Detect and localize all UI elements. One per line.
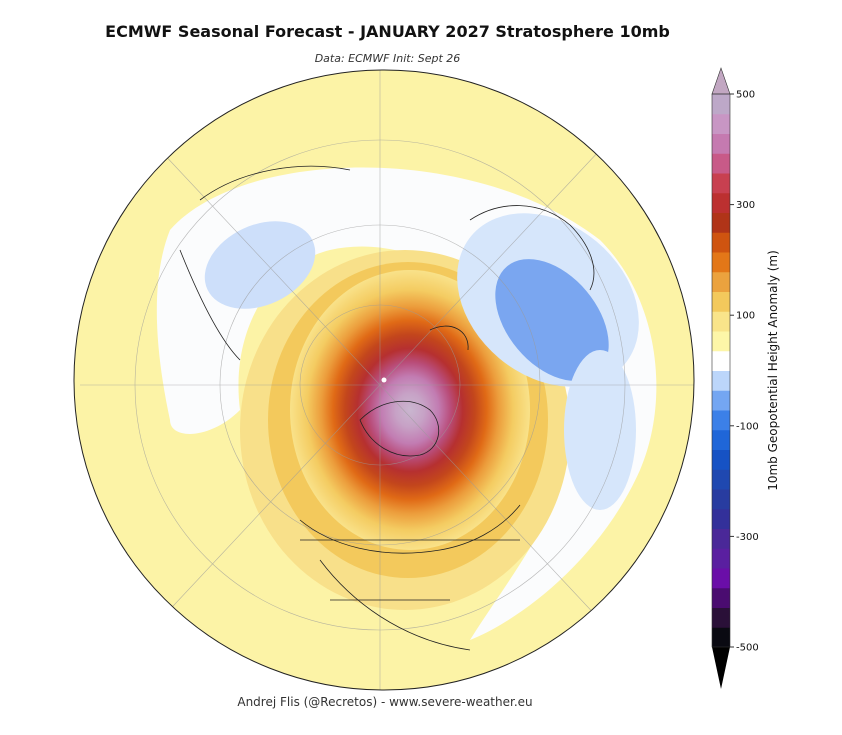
colorbar-swatch: [712, 508, 730, 529]
colorbar-swatch: [712, 252, 730, 273]
colorbar-swatch: [712, 331, 730, 352]
colorbar-over-triangle: [711, 67, 731, 95]
north-pole-marker: [381, 377, 387, 383]
negative-anomaly-siberia: [204, 221, 316, 309]
credit-text: Andrej Flis (@Recretos) - www.severe-wea…: [237, 695, 533, 709]
colorbar-swatch: [712, 528, 730, 549]
colorbar-ticks: 500 300 100 -100 -300 -500: [730, 90, 759, 654]
colorbar-swatch: [712, 568, 730, 589]
colorbar-tick-label: -100: [736, 421, 759, 432]
colorbar-tick-label: -500: [736, 643, 759, 654]
colorbar-swatch: [712, 489, 730, 510]
colorbar-swatch: [712, 94, 730, 115]
colorbar-swatch: [712, 370, 730, 391]
colorbar-tick-label: 500: [736, 90, 755, 101]
colorbar-swatch: [712, 311, 730, 332]
graticule: [80, 70, 694, 690]
colorbar-swatch: [712, 627, 730, 648]
colorbar-swatch: [712, 390, 730, 411]
map-title: ECMWF Seasonal Forecast - JANUARY 2027 S…: [105, 22, 670, 41]
positive-anomaly-core: [290, 270, 530, 550]
colorbar-tick-label: 300: [736, 200, 755, 211]
colorbar-swatch: [712, 469, 730, 490]
negative-anomaly-core-europe: [495, 259, 609, 381]
colorbar-swatch: [712, 153, 730, 174]
colorbar-tick-label: -300: [736, 532, 759, 543]
colorbar-swatch: [712, 607, 730, 628]
coastlines: [179, 165, 595, 651]
colorbar-swatch: [712, 133, 730, 154]
colorbar-swatches: [712, 94, 730, 648]
colorbar-swatch: [712, 232, 730, 253]
colorbar-swatch: [712, 192, 730, 213]
colorbar-swatch: [712, 212, 730, 233]
map-boundary: [73, 69, 695, 691]
colorbar-label: 10mb Geopotential Height Anomaly (m): [766, 250, 780, 491]
colorbar-swatch: [712, 291, 730, 312]
map-subtitle: Data: ECMWF Init: Sept 26: [314, 52, 461, 65]
colorbar-swatch: [712, 271, 730, 292]
colorbar-frame: [711, 93, 731, 648]
colorbar-under-triangle: [712, 647, 730, 689]
colorbar-swatch: [712, 548, 730, 569]
colorbar-swatch: [712, 113, 730, 134]
negative-anomaly-atlantic: [564, 350, 636, 510]
colorbar-swatch: [712, 173, 730, 194]
colorbar-swatch: [712, 429, 730, 450]
colorbar-swatch: [712, 587, 730, 608]
colorbar-swatch: [712, 449, 730, 470]
colorbar-tick-label: 100: [736, 311, 755, 322]
colorbar-swatch: [712, 410, 730, 431]
colorbar-swatch: [712, 350, 730, 371]
